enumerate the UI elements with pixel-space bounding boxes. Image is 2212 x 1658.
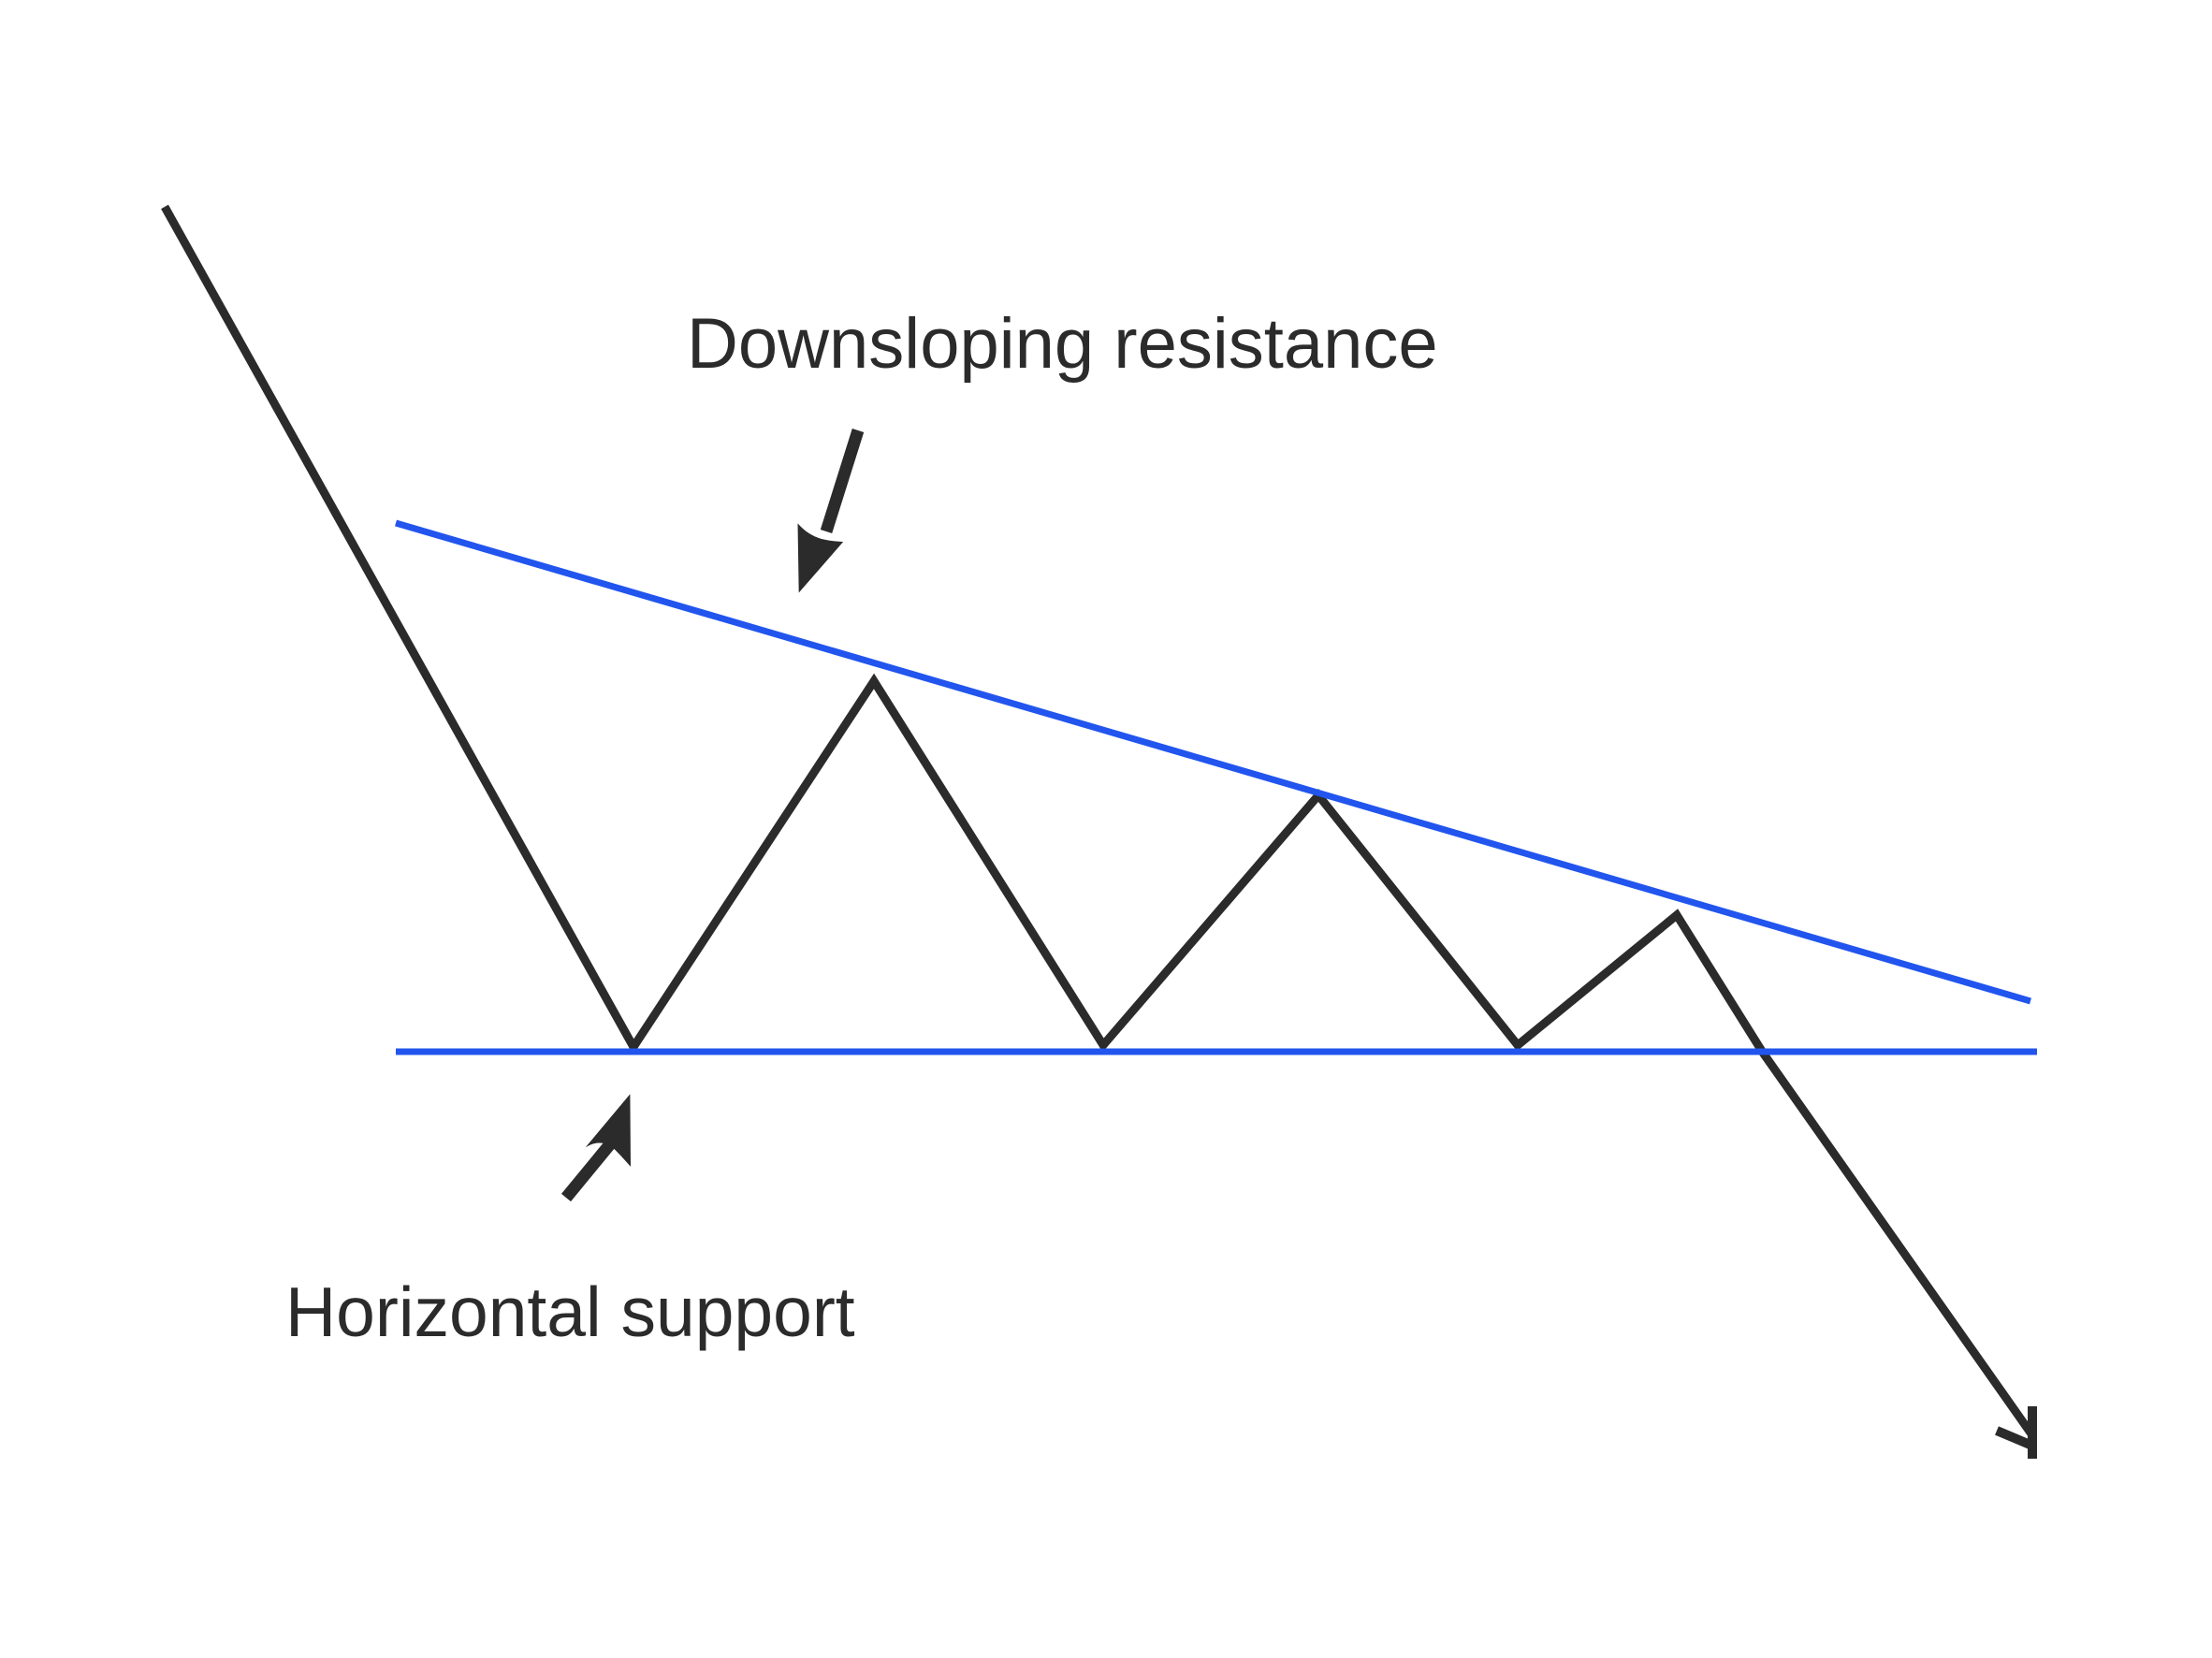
svg-text:Horizontal support: Horizontal support	[285, 1273, 855, 1351]
svg-text:Downsloping resistance: Downsloping resistance	[687, 304, 1438, 384]
